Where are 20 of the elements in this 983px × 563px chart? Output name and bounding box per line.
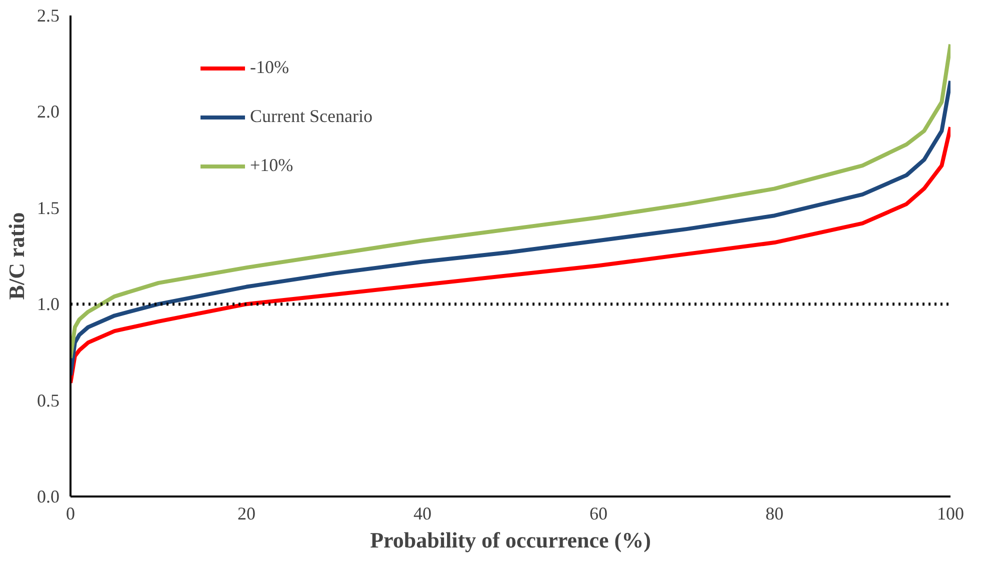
legend-label: -10%: [250, 57, 289, 78]
line-series: [70, 78, 950, 378]
x-tick-label: 0: [66, 504, 75, 524]
x-tick-label: 40: [414, 504, 432, 524]
x-tick-label: 80: [766, 504, 784, 524]
y-tick-label: 0.0: [37, 486, 60, 506]
x-tick-label: 20: [238, 504, 256, 524]
legend-label: Current Scenario: [250, 106, 372, 127]
x-tick-label: 60: [590, 504, 608, 524]
y-axis-title: B/C ratio: [4, 212, 29, 300]
y-tick-label: 1.5: [37, 198, 60, 218]
legend-label: +10%: [250, 155, 294, 176]
x-tick-label: 100: [937, 504, 964, 524]
y-tick-label: 2.5: [37, 6, 60, 26]
y-tick-label: 1.0: [37, 294, 60, 314]
line-series: [70, 125, 950, 385]
y-tick-label: 2.0: [37, 102, 60, 122]
y-tick-label: 0.5: [37, 390, 60, 410]
line-series: [70, 42, 950, 360]
x-axis-title: Probability of occurrence (%): [370, 528, 651, 552]
